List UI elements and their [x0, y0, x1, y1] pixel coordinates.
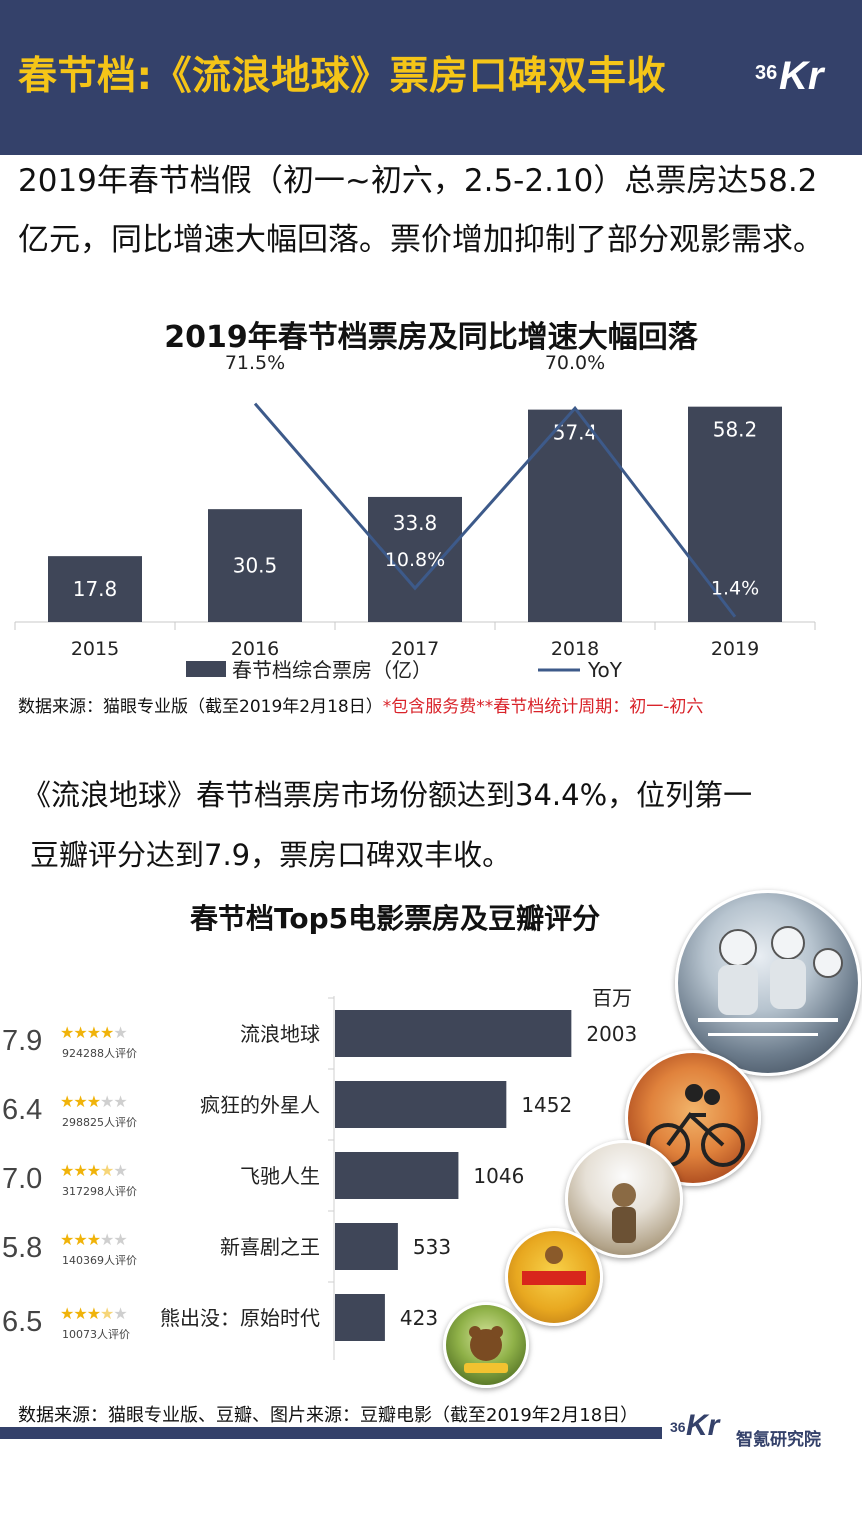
- movie-name-1: 流浪地球: [240, 1022, 320, 1046]
- comedy-icon: [522, 1246, 586, 1285]
- source-red-note: *包含服务费**春节档统计周期：初一-初六: [382, 697, 704, 717]
- source-main: 数据来源：猫眼专业版（截至2019年2月18日）: [18, 697, 383, 717]
- hbar-3: [335, 1152, 459, 1199]
- rating-count: 140369人评价: [62, 1254, 137, 1267]
- top5-movies-chart: 流浪地球 2003 疯狂的外星人 1452 飞驰人生 1046 新喜剧之王 533 熊出没：原始…: [160, 996, 637, 1360]
- footer-logo-letters: Kr: [686, 1409, 720, 1442]
- rating-count: 317298人评价: [62, 1185, 137, 1198]
- movie-name-2: 疯狂的外星人: [200, 1093, 320, 1117]
- hbar-value-5: 423: [400, 1306, 438, 1330]
- x-tick-label-2019: 2019: [711, 638, 759, 660]
- legend-line-label: YoY: [587, 658, 623, 682]
- page-title: 春节档:《流浪地球》票房口碑双丰收: [18, 54, 667, 99]
- douban-rating: 5.8: [2, 1232, 43, 1264]
- intro-paragraph: 2019年春节档假（初一~初六，2.5-2.10）总票房达58.2亿元，同比增速…: [18, 163, 824, 258]
- hbar-5: [335, 1294, 385, 1341]
- hbar-1: [335, 1010, 572, 1057]
- rating-count: 298825人评价: [62, 1116, 137, 1129]
- star-rating-icon: ★★★★★: [60, 1092, 128, 1111]
- star-rating-icon: ★★★★★: [60, 1161, 128, 1180]
- movie-name-4: 新喜剧之王: [220, 1235, 320, 1259]
- movie-name-3: 飞驰人生: [240, 1164, 320, 1188]
- yoy-label-2016: 71.5%: [225, 352, 285, 374]
- douban-rating: 7.0: [2, 1163, 43, 1195]
- star-rating-icon: ★★★★★: [60, 1304, 128, 1323]
- chart2-unit: 百万: [592, 986, 632, 1010]
- footer-logo-number: 36: [670, 1419, 686, 1435]
- poster-pegasus: [565, 1140, 683, 1258]
- source-note-1: 数据来源：猫眼专业版（截至2019年2月18日）*包含服务费**春节档统计周期：…: [18, 692, 703, 717]
- bar-2016: [208, 509, 302, 622]
- logo-letters: Kr: [779, 54, 824, 98]
- bar-label-2019: 58.2: [713, 418, 758, 442]
- bar-label-2017: 33.8: [393, 511, 438, 535]
- bar-2015: [48, 556, 142, 622]
- bar-label-2015: 17.8: [73, 577, 118, 601]
- hbar-value-2: 1452: [521, 1093, 572, 1117]
- hbar-4: [335, 1223, 398, 1270]
- movie-name-5: 熊出没：原始时代: [160, 1306, 320, 1330]
- logo-number: 36: [755, 62, 778, 84]
- legend-bar-label: 春节档综合票房（亿）: [232, 658, 432, 682]
- rating-count: 10073人评价: [62, 1328, 130, 1341]
- bar-label-2016: 30.5: [233, 554, 278, 578]
- legend-bar-swatch: [186, 661, 226, 677]
- poster-new-king-of-comedy: [505, 1228, 603, 1326]
- star-rating-icon: ★★★★★: [60, 1230, 128, 1249]
- footer-line: [0, 1427, 662, 1439]
- bear-icon: [464, 1326, 508, 1373]
- rating-count: 924288人评价: [62, 1047, 137, 1060]
- hbar-value-3: 1046: [473, 1164, 524, 1188]
- x-tick-label-2015: 2015: [71, 638, 119, 660]
- astronaut-icon: [698, 926, 843, 1036]
- yoy-label-2018: 70.0%: [545, 352, 605, 374]
- chart1-title: 2019年春节档票房及同比增速大幅回落: [164, 320, 698, 355]
- hbar-value-1: 2003: [586, 1022, 637, 1046]
- box-office-chart: 17.8201530.5201633.8201757.4201858.22019…: [14, 352, 816, 682]
- douban-rating: 6.5: [2, 1306, 43, 1338]
- bar-2019: [688, 406, 782, 622]
- paragraph-2-line-2: 豆瓣评分达到7.9，票房口碑双丰收。: [30, 838, 512, 872]
- x-tick-label-2018: 2018: [551, 638, 599, 660]
- footer-org-name: 智氪研究院: [736, 1430, 821, 1450]
- hbar-value-4: 533: [413, 1235, 451, 1259]
- poster-boonie-bears: [443, 1302, 529, 1388]
- yoy-line: [253, 402, 737, 618]
- star-rating-icon: ★★★★★: [60, 1023, 128, 1042]
- bar-2017: [368, 496, 462, 622]
- racer-icon: [612, 1183, 636, 1243]
- paragraph-2: 《流浪地球》春节档票房市场份额达到34.4%，位列第一 豆瓣评分达到7.9，票房…: [22, 765, 752, 885]
- yoy-label-2019: 1.4%: [711, 578, 759, 600]
- paragraph-2-line-1: 《流浪地球》春节档票房市场份额达到34.4%，位列第一: [22, 778, 753, 812]
- x-tick-label-2017: 2017: [391, 638, 439, 660]
- x-tick-label-2016: 2016: [231, 638, 279, 660]
- poster-wandering-earth: [675, 890, 861, 1076]
- douban-rating: 7.9: [2, 1025, 43, 1057]
- source-note-2: 数据来源：猫眼专业版、豆瓣、图片来源：豆瓣电影（截至2019年2月18日）: [18, 1405, 639, 1426]
- header-banner: 春节档:《流浪地球》票房口碑双丰收 36 Kr: [0, 0, 862, 155]
- douban-rating: 6.4: [2, 1094, 43, 1126]
- chart2-title: 春节档Top5电影票房及豆瓣评分: [190, 902, 601, 935]
- yoy-label-2017: 10.8%: [385, 549, 445, 571]
- hbar-2: [335, 1081, 507, 1128]
- 36kr-logo: 36 Kr: [755, 54, 825, 108]
